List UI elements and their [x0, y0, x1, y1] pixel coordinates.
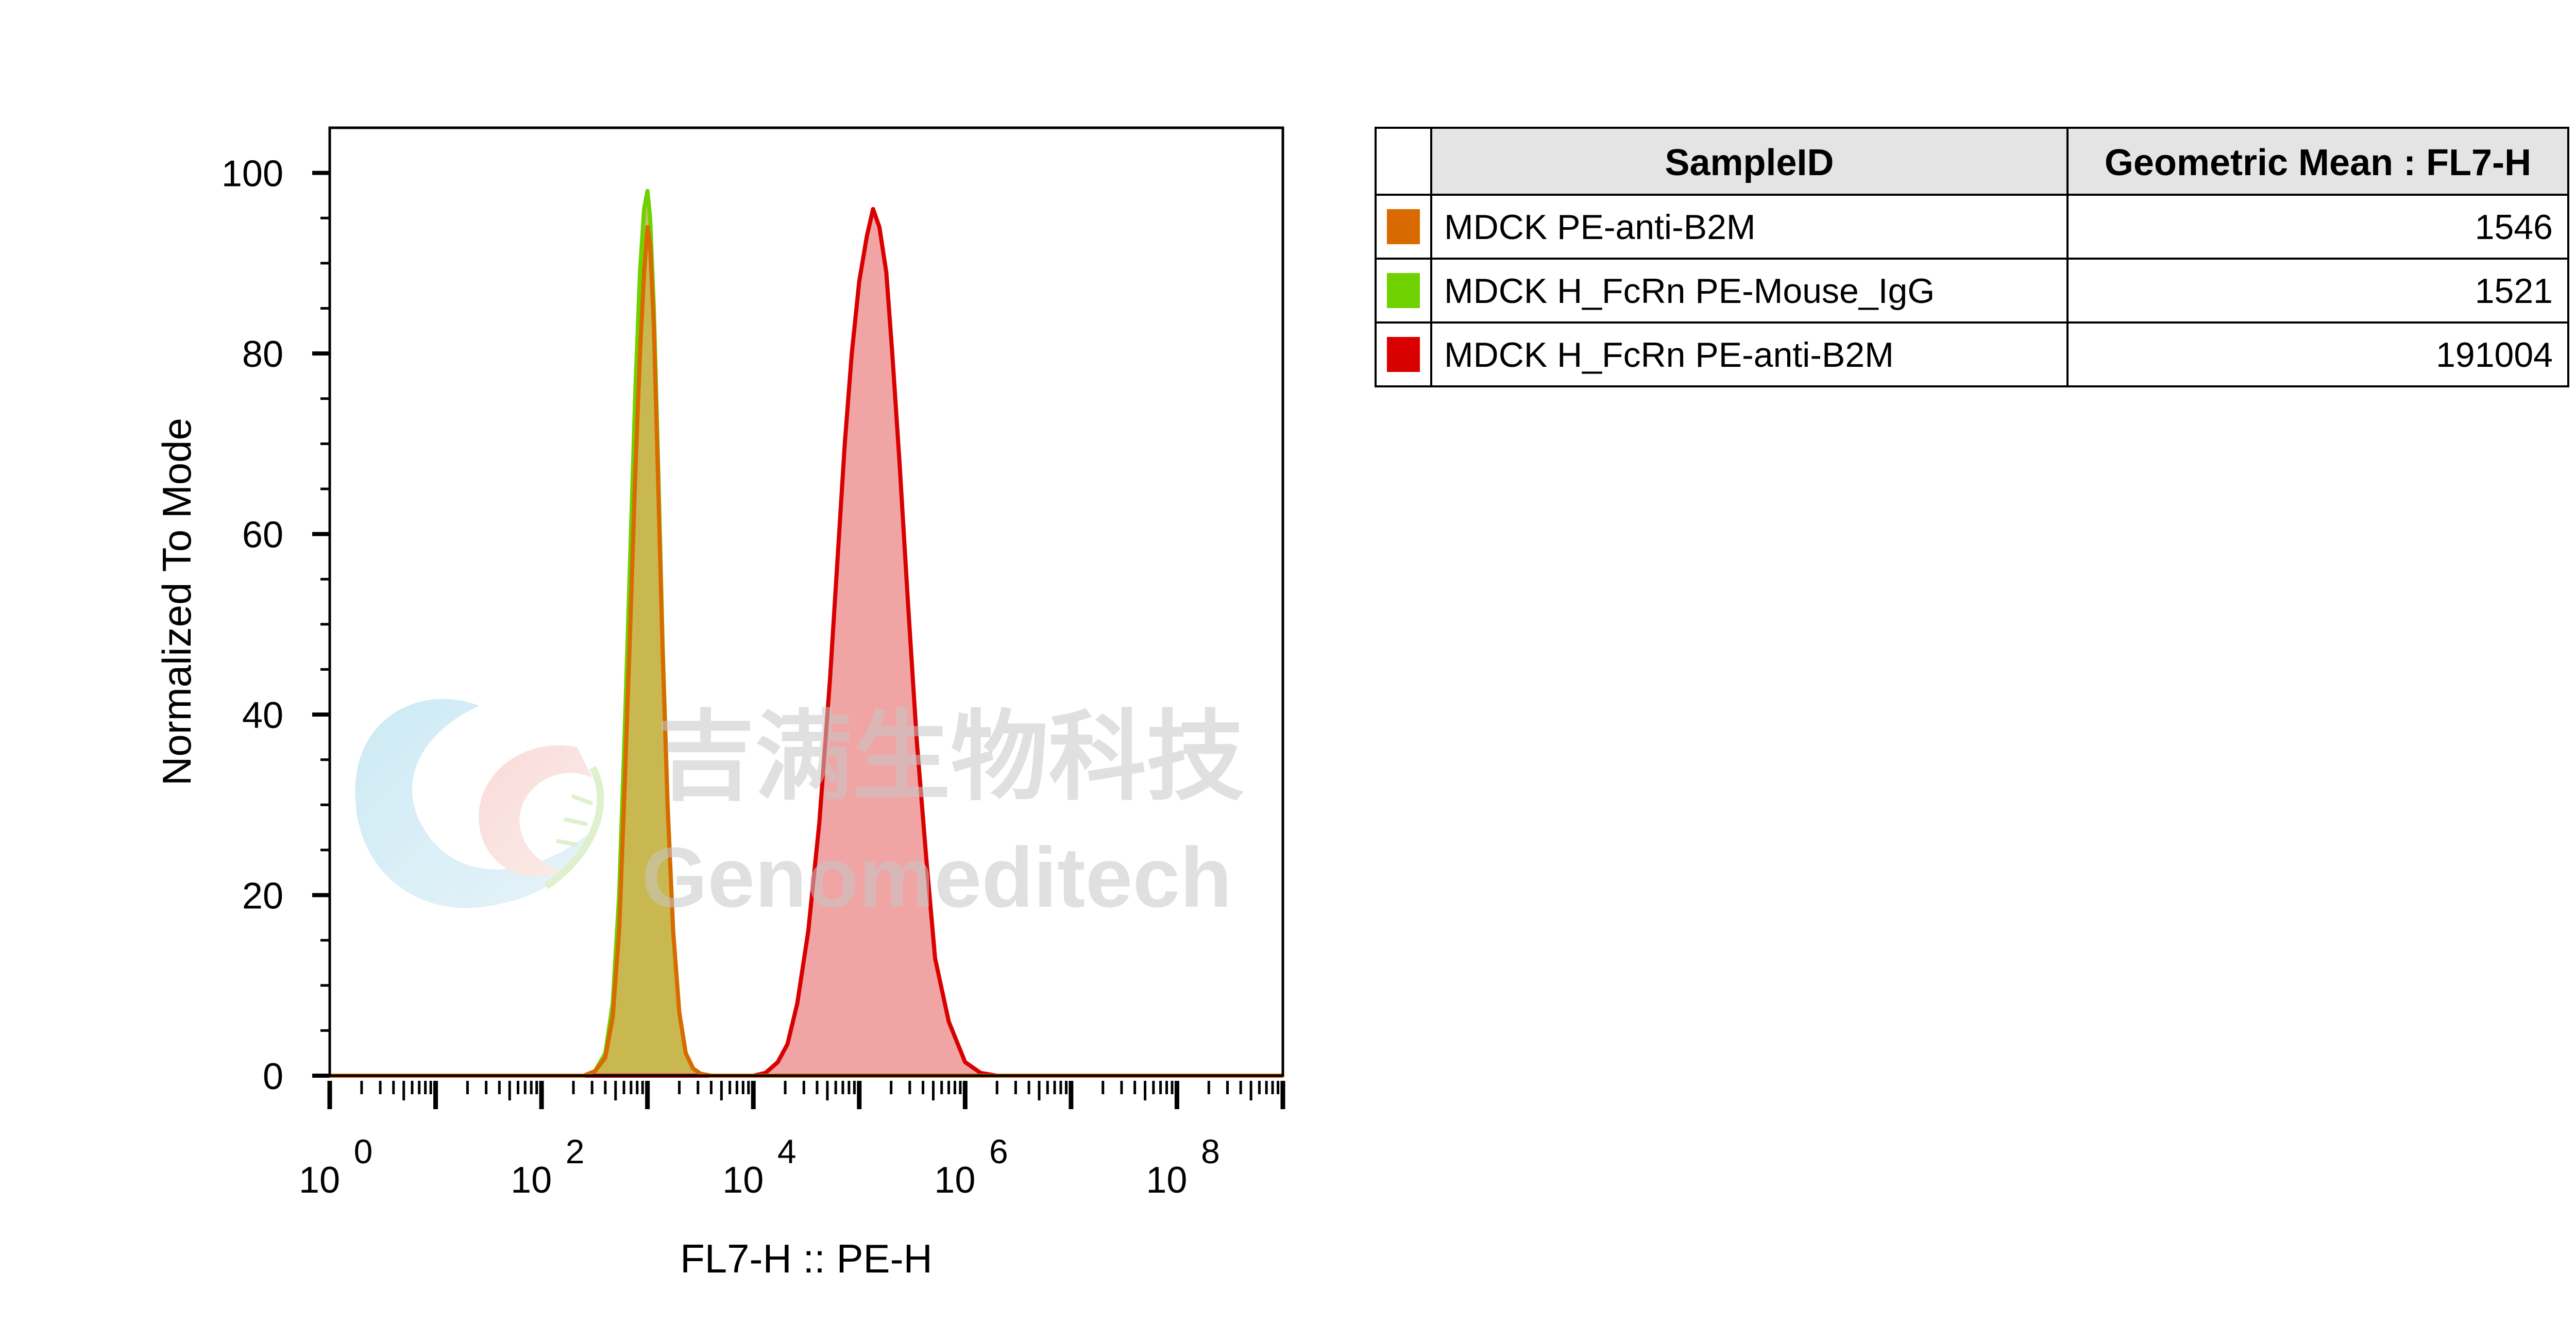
- series-line-3: [330, 225, 1283, 1078]
- x-tick-exponent: 0: [354, 1132, 373, 1170]
- x-axis-title: FL7-H :: PE-H: [680, 1236, 933, 1281]
- x-tick-label: 10: [511, 1160, 552, 1201]
- legend-sample-name: MDCK H_FcRn PE-anti-B2M: [1444, 335, 1894, 375]
- legend-table: SampleID Geometric Mean : FL7-H MDCK PE-an…: [1375, 127, 2569, 387]
- legend-geomean-value: 191004: [2436, 335, 2553, 375]
- y-tick-label: 100: [222, 154, 283, 195]
- legend-swatch: [1387, 273, 1420, 308]
- watermark-english-text: Genomeditech: [641, 830, 1232, 925]
- watermark-logo: [355, 699, 604, 908]
- legend-swatch: [1387, 209, 1420, 244]
- series-line-1: [330, 207, 1283, 1078]
- x-tick-label: 10: [299, 1160, 340, 1201]
- x-tick-exponent: 6: [989, 1132, 1008, 1170]
- watermark-logo-blue-swirl: [355, 699, 587, 908]
- plot-frame: [328, 126, 1284, 1077]
- x-tick-exponent: 8: [1201, 1132, 1220, 1170]
- y-axis-title: Normalized To Mode: [154, 418, 199, 786]
- y-tick-label: 20: [242, 876, 283, 917]
- x-tick-exponent: 4: [777, 1132, 796, 1170]
- legend-sample-name: MDCK H_FcRn PE-Mouse_IgG: [1444, 271, 1935, 311]
- legend-header-sampleid: SampleID: [1665, 142, 1834, 183]
- legend-geomean-value: 1521: [2475, 271, 2553, 311]
- legend-table-border: [1375, 127, 2569, 387]
- watermark-logo-dna-strand: [544, 766, 604, 889]
- y-tick-label: 0: [263, 1056, 283, 1097]
- x-tick-exponent: 2: [566, 1132, 585, 1170]
- watermark-logo-pink-swirl: [479, 745, 592, 877]
- legend-header-background: [1431, 128, 2568, 195]
- legend-header-geomean: Geometric Mean : FL7-H: [2105, 142, 2531, 183]
- x-tick-label: 10: [934, 1160, 975, 1201]
- y-axis: 0 20 40 60 80 100: [222, 154, 330, 1097]
- watermark-chinese-text: 吉满生物科技: [657, 700, 1244, 814]
- x-tick-label: 10: [722, 1160, 764, 1201]
- x-axis: 10 0 10 2 10 4 10 6 10 8: [299, 1081, 1285, 1201]
- legend-geomean-value: 1546: [2475, 208, 2553, 247]
- legend-swatch: [1387, 337, 1420, 372]
- legend-sample-name: MDCK PE-anti-B2M: [1444, 208, 1756, 247]
- y-tick-label: 40: [242, 695, 283, 736]
- y-tick-label: 60: [242, 515, 283, 556]
- x-tick-label: 10: [1146, 1160, 1187, 1201]
- y-tick-label: 80: [242, 334, 283, 375]
- series-lines: [330, 189, 1283, 1078]
